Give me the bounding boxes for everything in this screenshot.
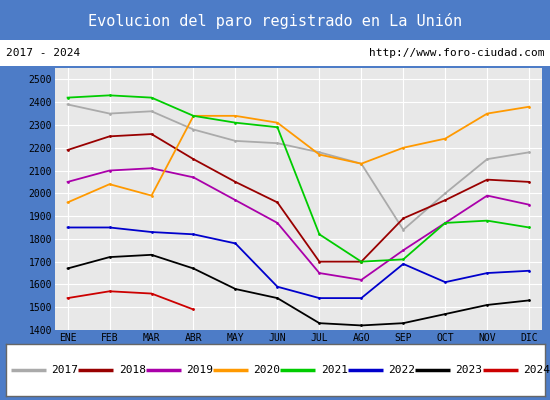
Text: 2022: 2022 <box>388 365 415 375</box>
Text: 2024: 2024 <box>523 365 550 375</box>
Text: http://www.foro-ciudad.com: http://www.foro-ciudad.com <box>369 48 544 58</box>
Text: Evolucion del paro registrado en La Unión: Evolucion del paro registrado en La Unió… <box>88 13 462 29</box>
Text: 2017 - 2024: 2017 - 2024 <box>6 48 80 58</box>
Text: 2021: 2021 <box>321 365 348 375</box>
Text: 2023: 2023 <box>455 365 482 375</box>
Text: 2019: 2019 <box>186 365 213 375</box>
Text: 2018: 2018 <box>119 365 146 375</box>
Text: 2020: 2020 <box>254 365 280 375</box>
Text: 2017: 2017 <box>51 365 78 375</box>
